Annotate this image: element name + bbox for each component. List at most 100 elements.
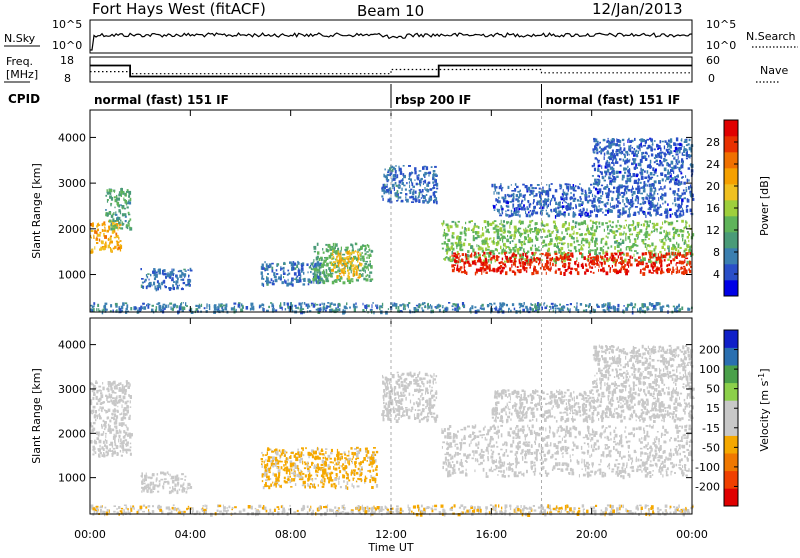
heatmap-cell xyxy=(267,463,269,467)
heatmap-cell xyxy=(677,167,678,169)
heatmap-cell xyxy=(640,307,642,310)
heatmap-cell xyxy=(677,270,679,274)
heatmap-cell xyxy=(676,153,679,155)
heatmap-cell xyxy=(126,204,127,206)
heatmap-cell xyxy=(500,246,502,249)
heatmap-cell xyxy=(627,177,629,181)
heatmap-cell xyxy=(464,266,465,268)
heatmap-cell xyxy=(91,399,93,403)
heatmap-cell xyxy=(655,169,657,172)
heatmap-cell xyxy=(353,274,355,277)
heatmap-cell xyxy=(492,253,495,255)
heatmap-cell xyxy=(574,241,576,244)
heatmap-cell xyxy=(622,207,624,211)
heatmap-cell xyxy=(596,152,598,155)
heatmap-cell xyxy=(586,208,587,211)
heatmap-cell xyxy=(172,490,174,493)
heatmap-cell xyxy=(493,303,495,305)
heatmap-cell xyxy=(105,247,106,249)
heatmap-cell xyxy=(637,200,638,204)
heatmap-cell xyxy=(482,255,483,257)
heatmap-cell xyxy=(434,166,437,168)
heatmap-cell xyxy=(614,141,615,143)
heatmap-cell xyxy=(643,268,646,271)
heatmap-cell xyxy=(403,304,406,308)
heatmap-cell xyxy=(674,193,676,196)
heatmap-cell xyxy=(410,189,412,191)
heatmap-cell xyxy=(105,209,107,211)
heatmap-cell xyxy=(673,142,676,146)
heatmap-cell xyxy=(687,308,689,311)
heatmap-cell xyxy=(656,160,658,162)
heatmap-cell xyxy=(505,271,507,275)
heatmap-cell xyxy=(640,269,642,272)
heatmap-cell xyxy=(106,388,109,390)
heatmap-cell xyxy=(657,193,658,195)
heatmap-cell xyxy=(687,179,689,183)
heatmap-cell xyxy=(687,236,689,239)
heatmap-cell xyxy=(423,181,425,183)
heatmap-cell xyxy=(169,491,171,494)
heatmap-cell xyxy=(546,184,547,186)
heatmap-cell xyxy=(411,196,413,198)
heatmap-cell xyxy=(153,282,155,286)
heatmap-cell xyxy=(104,444,106,447)
heatmap-cell xyxy=(604,262,606,265)
heatmap-cell xyxy=(597,199,599,202)
heatmap-cell xyxy=(103,448,105,451)
heatmap-cell xyxy=(130,198,132,201)
heatmap-cell xyxy=(157,285,158,288)
heatmap-cell xyxy=(333,304,336,306)
heatmap-cell xyxy=(487,223,489,227)
heatmap-cell xyxy=(615,264,617,266)
heatmap-cell xyxy=(99,432,100,435)
heatmap-cell xyxy=(611,162,614,164)
heatmap-cell xyxy=(417,309,419,312)
heatmap-cell xyxy=(662,141,664,143)
heatmap-cell xyxy=(436,188,438,190)
heatmap-cell xyxy=(126,224,128,226)
heatmap-cell xyxy=(615,253,618,256)
heatmap-cell xyxy=(527,263,528,266)
heatmap-cell xyxy=(118,194,121,197)
heatmap-cell xyxy=(473,235,475,238)
heatmap-cell xyxy=(535,212,538,215)
heatmap-cell xyxy=(294,263,296,266)
heatmap-cell xyxy=(522,266,525,270)
colorbar-swatch xyxy=(724,264,738,280)
heatmap-cell xyxy=(618,255,619,258)
heatmap-cell xyxy=(331,302,333,305)
heatmap-cell xyxy=(517,266,519,268)
heatmap-cell xyxy=(362,273,363,277)
heatmap-cell xyxy=(522,261,524,264)
heatmap-cell xyxy=(580,213,583,215)
heatmap-cell xyxy=(651,243,653,247)
heatmap-cell xyxy=(498,256,500,258)
heatmap-cell xyxy=(663,230,665,233)
heatmap-cell xyxy=(127,449,130,452)
heatmap-cell xyxy=(584,271,586,274)
heatmap-cell xyxy=(395,306,397,309)
heatmap-cell xyxy=(668,222,669,225)
heatmap-cell xyxy=(678,244,680,248)
heatmap-cell xyxy=(344,306,345,308)
heatmap-cell xyxy=(689,156,690,159)
heatmap-cell xyxy=(597,160,600,162)
heatmap-cell xyxy=(593,183,595,186)
heatmap-cell xyxy=(628,224,631,226)
heatmap-cell xyxy=(584,194,587,197)
heatmap-cell xyxy=(664,146,665,150)
heatmap-cell xyxy=(512,303,514,306)
heatmap-cell xyxy=(578,222,581,225)
heatmap-cell xyxy=(677,174,678,178)
heatmap-cell xyxy=(513,211,516,214)
heatmap-cell xyxy=(392,178,393,182)
heatmap-cell xyxy=(443,234,444,236)
heatmap-cell xyxy=(627,304,629,307)
heatmap-cell xyxy=(582,201,584,204)
heatmap-cell xyxy=(617,139,620,143)
heatmap-cell xyxy=(646,263,648,265)
heatmap-cell xyxy=(672,258,675,261)
heatmap-cell xyxy=(484,261,485,265)
heatmap-cell xyxy=(666,230,667,234)
